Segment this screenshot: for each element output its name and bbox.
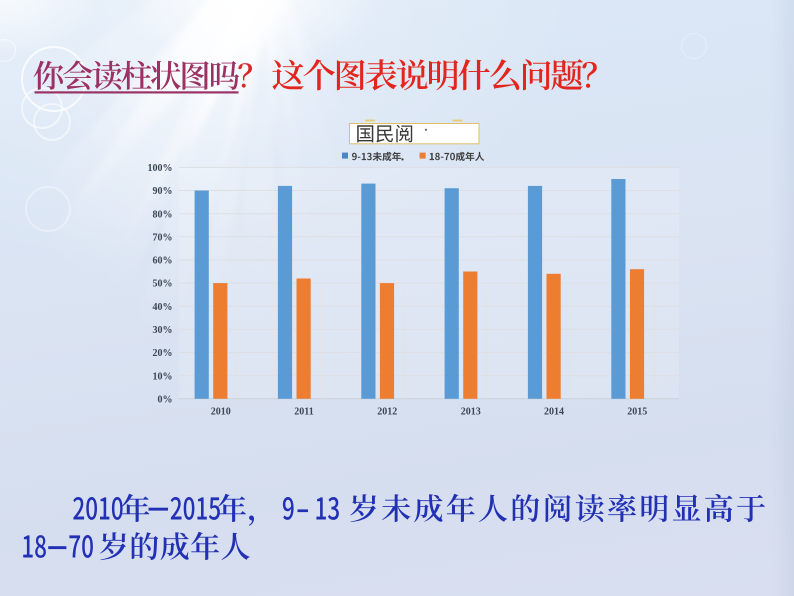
svg-text:20%: 20%: [153, 348, 173, 359]
svg-text:50%: 50%: [153, 279, 173, 290]
svg-text:30%: 30%: [153, 325, 173, 336]
svg-text:2010: 2010: [211, 407, 231, 418]
svg-text:90%: 90%: [153, 186, 173, 197]
svg-text:0%: 0%: [158, 394, 173, 405]
svg-text:2014: 2014: [544, 407, 564, 418]
svg-text:10%: 10%: [153, 371, 173, 382]
svg-text:2012: 2012: [377, 407, 397, 418]
svg-text:80%: 80%: [153, 209, 173, 220]
svg-text:2011: 2011: [294, 407, 313, 418]
svg-text:40%: 40%: [153, 302, 173, 313]
svg-text:100%: 100%: [148, 163, 173, 174]
svg-text:2013: 2013: [461, 407, 481, 418]
svg-text:60%: 60%: [153, 256, 173, 267]
svg-text:2015: 2015: [627, 407, 647, 418]
svg-text:70%: 70%: [153, 232, 173, 243]
